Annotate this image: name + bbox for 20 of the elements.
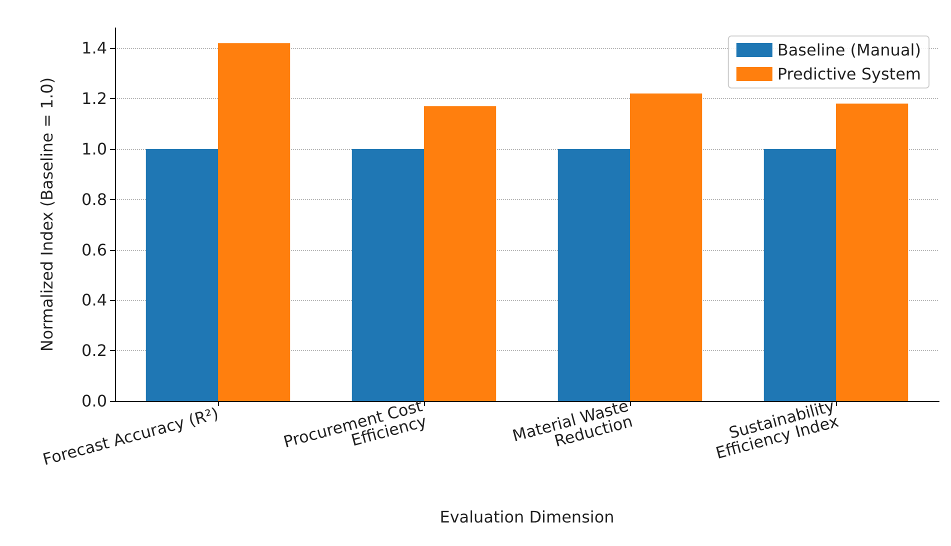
bar bbox=[836, 104, 908, 401]
y-tick-label: 0.8 bbox=[82, 190, 107, 209]
y-tick-label: 1.0 bbox=[82, 139, 107, 158]
bar bbox=[146, 148, 218, 401]
bar bbox=[218, 43, 290, 401]
bar bbox=[764, 148, 836, 401]
legend-label: Baseline (Manual) bbox=[777, 40, 921, 60]
y-tick-label: 0.4 bbox=[82, 290, 107, 310]
y-tick-label: 1.4 bbox=[82, 38, 107, 58]
x-axis-title: Evaluation Dimension bbox=[440, 508, 614, 526]
y-axis-title: Normalized Index (Baseline = 1.0) bbox=[38, 77, 56, 352]
y-tick-label: 1.2 bbox=[82, 89, 107, 108]
bar bbox=[424, 106, 496, 401]
bar bbox=[630, 94, 702, 401]
bar bbox=[352, 148, 424, 401]
bar bbox=[558, 148, 630, 401]
y-tick-label: 0.6 bbox=[82, 240, 107, 260]
y-tick-label: 0.0 bbox=[82, 392, 107, 410]
y-tick-label: 0.2 bbox=[82, 341, 107, 360]
legend-label: Predictive System bbox=[777, 64, 922, 84]
